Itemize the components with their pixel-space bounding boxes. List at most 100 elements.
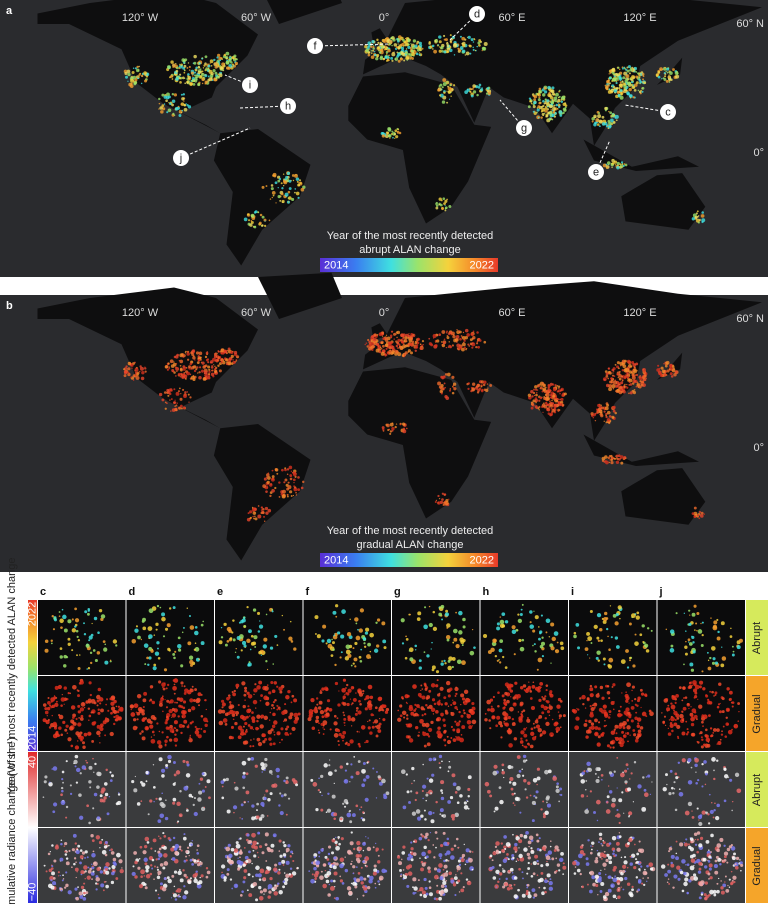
light: [442, 82, 447, 87]
light: [605, 375, 609, 378]
cell-light: [88, 780, 92, 784]
light: [252, 511, 257, 515]
light: [618, 383, 621, 386]
cell-light: [96, 699, 100, 703]
cell-light: [589, 684, 593, 688]
cell-light: [50, 700, 53, 703]
light: [274, 181, 278, 185]
cell-light: [315, 807, 319, 812]
cell-light: [310, 697, 315, 703]
light: [603, 420, 605, 422]
cell-light: [426, 654, 430, 658]
cell-light: [233, 781, 236, 784]
light: [206, 358, 210, 361]
cell-light: [513, 653, 516, 656]
light: [611, 86, 613, 88]
cell-light: [331, 638, 333, 641]
cell-light: [702, 687, 706, 691]
light: [556, 398, 559, 400]
light: [643, 379, 646, 382]
cell-light: [523, 727, 527, 731]
light: [284, 192, 289, 197]
cell-light: [72, 684, 77, 690]
column-letter: d: [129, 586, 136, 598]
light: [604, 406, 609, 411]
cell-light: [263, 715, 269, 721]
light: [205, 67, 209, 71]
light: [698, 510, 702, 514]
light: [172, 63, 176, 68]
cell-light: [271, 704, 274, 707]
zoom-cell: [126, 676, 214, 751]
cell-light: [550, 662, 552, 664]
light: [467, 387, 470, 390]
cell-light: [186, 607, 188, 609]
light: [390, 56, 393, 60]
cell-light: [233, 811, 235, 814]
cell-light: [234, 786, 239, 791]
cell-light: [414, 798, 417, 802]
cell-light: [492, 695, 496, 699]
cell-light: [529, 697, 533, 700]
light: [462, 44, 466, 48]
light: [225, 51, 230, 56]
cell-light: [633, 760, 637, 764]
cell-light: [586, 795, 589, 797]
cell-light: [641, 624, 645, 628]
cell-light: [585, 780, 588, 782]
cell-light: [284, 731, 289, 736]
light: [173, 355, 177, 359]
cell-light: [155, 622, 159, 626]
cell-light: [88, 714, 92, 718]
cell-light: [358, 731, 360, 733]
light: [194, 68, 198, 72]
light: [451, 88, 454, 91]
cell-light: [168, 607, 172, 610]
cell-light: [651, 781, 653, 783]
cell-light: [59, 647, 63, 650]
light: [608, 88, 611, 90]
cell-light: [535, 796, 538, 799]
cell-light: [689, 614, 691, 616]
cell-light: [253, 635, 258, 640]
cell-light: [615, 645, 620, 649]
light: [443, 382, 446, 385]
light: [614, 363, 617, 366]
cell-light: [508, 781, 512, 784]
cell-light: [338, 743, 340, 746]
light: [611, 368, 615, 372]
light: [397, 47, 400, 50]
cell-light: [240, 649, 243, 652]
cell-light: [642, 641, 645, 644]
light: [538, 89, 543, 94]
light: [212, 69, 216, 73]
cell-light: [320, 808, 324, 812]
light: [406, 340, 408, 342]
cell-light: [700, 745, 704, 749]
light: [125, 75, 129, 79]
cell-light: [173, 692, 176, 695]
cell-light: [690, 668, 695, 672]
light: [182, 365, 186, 369]
cell-light: [595, 656, 599, 660]
cell-light: [700, 644, 704, 647]
cell-light: [639, 726, 644, 730]
cell-light: [594, 726, 599, 730]
cell-light: [509, 706, 514, 712]
cell-light: [536, 767, 540, 771]
cell-light: [585, 735, 589, 739]
cell-light: [130, 704, 134, 709]
light: [540, 110, 543, 113]
cell-light: [99, 726, 104, 732]
cell-light: [669, 629, 675, 634]
light: [177, 105, 180, 108]
light: [382, 344, 385, 348]
light: [388, 134, 391, 138]
light: [596, 123, 600, 126]
light: [660, 366, 664, 370]
cell-light: [514, 804, 516, 806]
light: [175, 404, 178, 407]
cell-light: [183, 685, 186, 688]
cell-light: [221, 785, 224, 788]
light: [384, 55, 388, 59]
